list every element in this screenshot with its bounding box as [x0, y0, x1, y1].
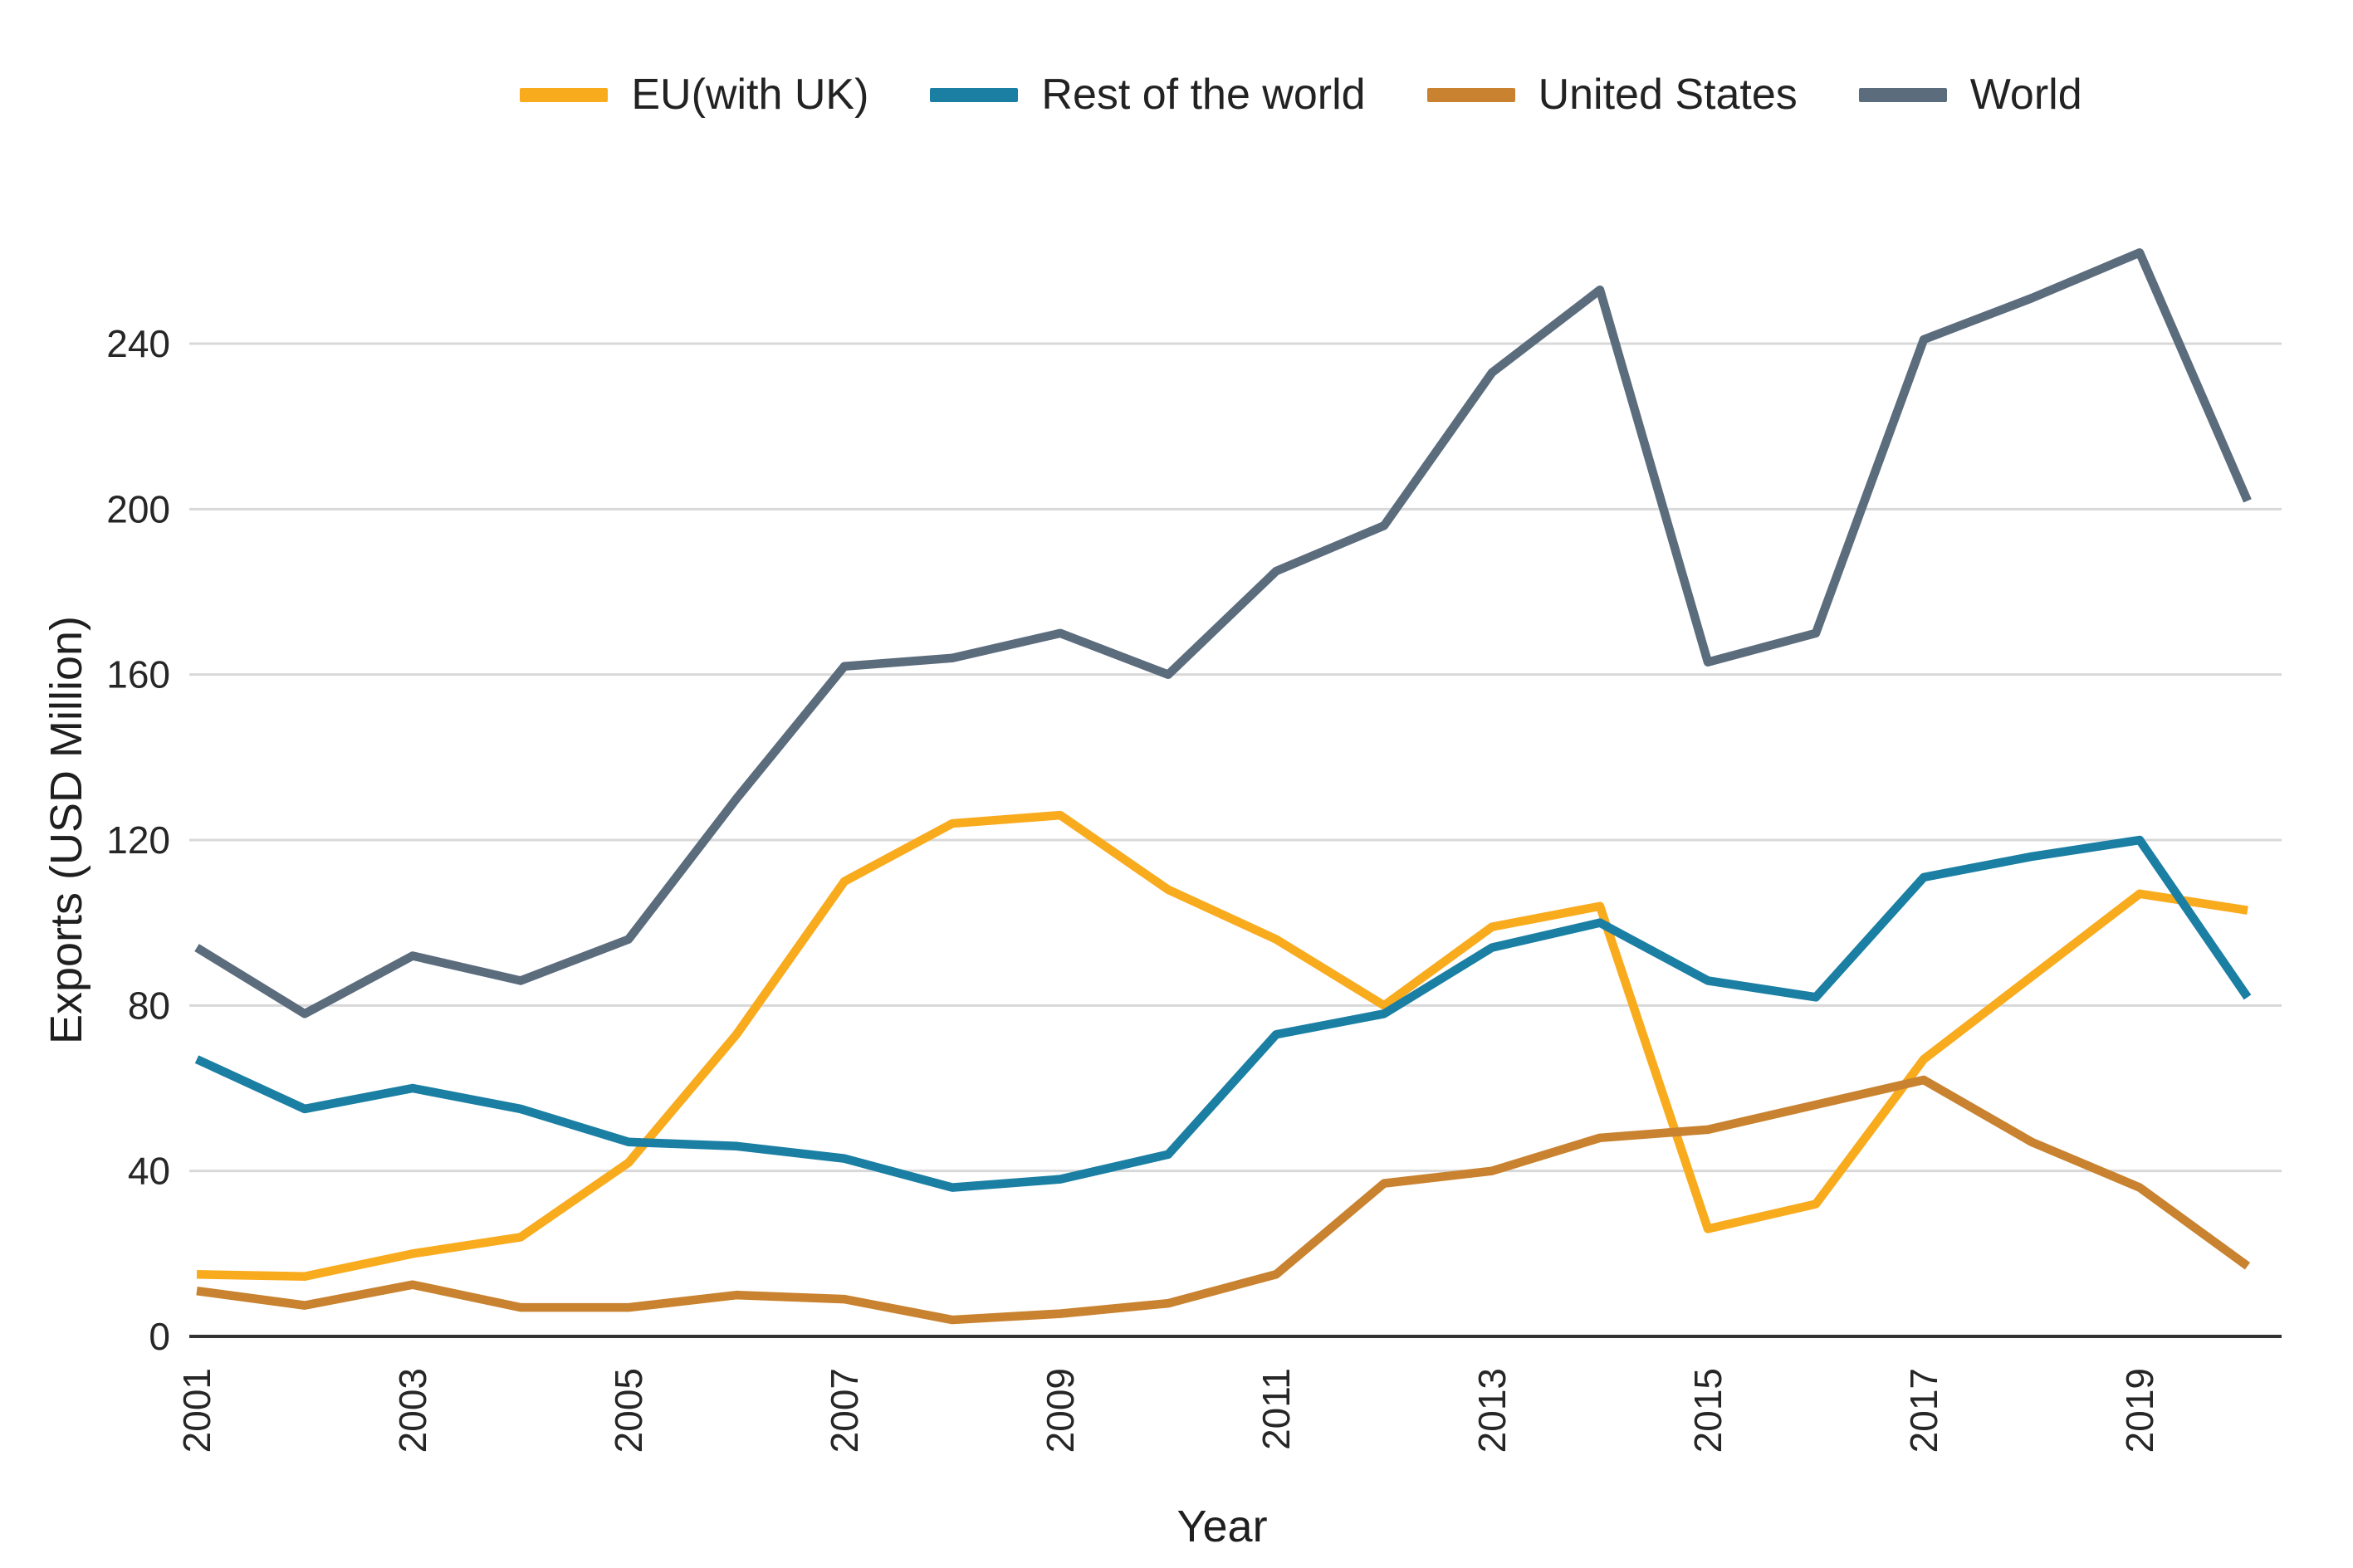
y-tick-label: 240 — [106, 322, 170, 365]
legend-swatch-united-states-icon — [1426, 87, 1515, 102]
x-tick-label: 2009 — [1039, 1368, 1082, 1453]
x-tick-label: 2003 — [391, 1368, 434, 1453]
series-line-eu-with-uk- — [196, 810, 2248, 1281]
legend-label-united-states: United States — [1538, 71, 1798, 119]
legend-item-united-states: United States — [1426, 71, 1798, 119]
legend-item-world: World — [1858, 71, 2082, 119]
legend-swatch-eu-icon — [520, 87, 609, 102]
x-tick-label: 2019 — [2118, 1368, 2161, 1453]
legend-label-rest-of-world: Rest of the world — [1041, 71, 1366, 119]
x-tick-label: 2001 — [175, 1368, 218, 1453]
x-tick-label: 2005 — [607, 1368, 650, 1453]
legend-label-eu: EU(with UK) — [631, 71, 869, 119]
legend-swatch-world-icon — [1858, 87, 1947, 102]
y-tick-label: 80 — [128, 984, 170, 1027]
x-tick-label: 2011 — [1255, 1368, 1298, 1450]
series-line-rest-of-the-world — [194, 835, 2252, 1192]
legend-item-eu: EU(with UK) — [520, 73, 868, 116]
y-tick-label: 200 — [106, 487, 170, 530]
x-tick-label: 2015 — [1686, 1368, 1729, 1453]
chart-legend: EU(with UK) Rest of the world United Sta… — [276, 73, 2326, 116]
x-axis-title: Year — [1176, 1502, 1268, 1551]
legend-swatch-rest-of-world-icon — [930, 87, 1019, 102]
y-tick-label: 120 — [106, 818, 170, 862]
x-tick-label: 2013 — [1470, 1368, 1514, 1453]
series-line-united-states — [196, 1075, 2251, 1325]
legend-label-world: World — [1969, 71, 2082, 119]
x-tick-label: 2007 — [823, 1368, 866, 1453]
y-tick-label: 0 — [149, 1315, 170, 1358]
x-tick-label: 2017 — [1902, 1368, 1945, 1453]
y-tick-label: 40 — [128, 1150, 170, 1193]
legend-item-rest-of-world: Rest of the world — [930, 71, 1366, 119]
y-tick-label: 160 — [106, 653, 170, 696]
series-line-world — [194, 248, 2252, 1018]
